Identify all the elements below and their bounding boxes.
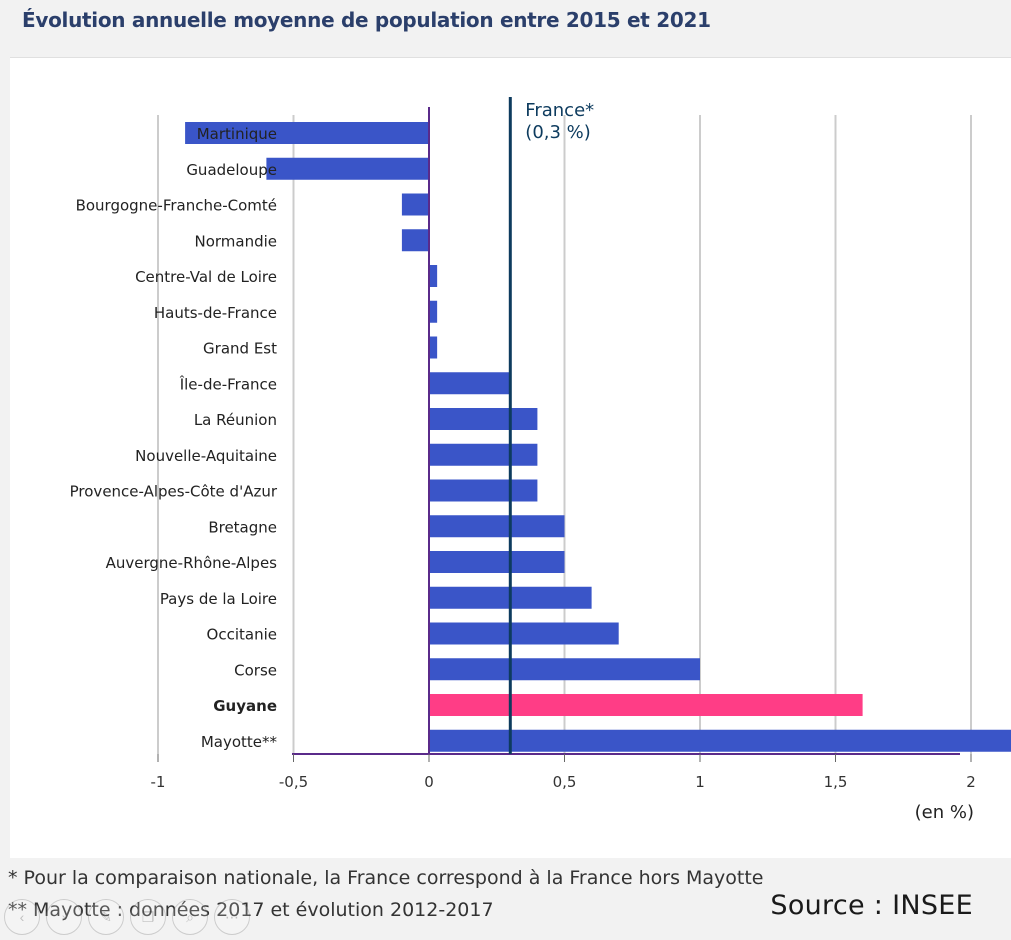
bar (429, 372, 511, 395)
copy-icon[interactable]: ❐ (130, 899, 166, 935)
next-icon[interactable]: › (46, 899, 82, 935)
slide-toolbar: ‹ › ✎ ❐ ⌕ ⋯ (4, 899, 250, 935)
x-tick-label: 1 (695, 773, 705, 791)
bar (429, 729, 1011, 752)
category-label: Île-de-France (179, 374, 277, 393)
x-tick-label: 2 (966, 773, 976, 791)
prev-icon[interactable]: ‹ (4, 899, 40, 935)
category-label: Guyane (213, 697, 277, 715)
x-tick-label: -0,5 (279, 773, 308, 791)
bar (429, 336, 438, 359)
category-label: Bourgogne-Franche-Comté (76, 197, 277, 215)
category-label: Martinique (197, 125, 277, 143)
bar (401, 229, 429, 252)
category-label: Bretagne (208, 518, 277, 536)
x-tick-label: 0,5 (553, 773, 577, 791)
x-axis-label: (en %) (915, 802, 974, 823)
bar (266, 157, 429, 180)
x-tick-label: 0 (424, 773, 434, 791)
category-label: Corse (234, 661, 277, 679)
bar (429, 443, 538, 466)
reference-value: (0,3 %) (525, 122, 591, 143)
bar (185, 122, 429, 144)
category-label: Guadeloupe (186, 161, 277, 179)
bar (401, 193, 429, 216)
category-label: Normandie (194, 232, 277, 250)
category-label: La Réunion (194, 411, 277, 429)
chart-title: Évolution annuelle moyenne de population… (22, 8, 711, 32)
pen-icon[interactable]: ✎ (88, 899, 124, 935)
reference-label: France* (525, 100, 594, 121)
bar (429, 694, 863, 716)
bar (429, 479, 538, 502)
footnote-france: * Pour la comparaison nationale, la Fran… (8, 867, 764, 889)
category-label: Centre-Val de Loire (135, 268, 277, 286)
category-label: Pays de la Loire (160, 590, 277, 608)
category-label: Hauts-de-France (154, 304, 277, 322)
bar (429, 515, 565, 538)
bar (429, 551, 565, 573)
bar (429, 408, 538, 430)
source-label: Source : INSEE (770, 890, 973, 921)
bar (429, 265, 438, 287)
bar (429, 658, 700, 681)
category-label: Auvergne-Rhône-Alpes (106, 554, 278, 572)
more-icon[interactable]: ⋯ (214, 899, 250, 935)
footnote-mayotte: ** Mayotte : données 2017 et évolution 2… (8, 899, 494, 921)
category-label: Occitanie (207, 626, 277, 644)
category-label: Nouvelle-Aquitaine (135, 447, 277, 465)
category-label: Grand Est (203, 340, 277, 358)
bar-chart: Martinique Guadeloupe Bourgogne-Franche-Co… (70, 97, 1011, 823)
category-label: Mayotte** (201, 733, 278, 751)
bar (429, 300, 438, 323)
x-tick-label: 1,5 (824, 773, 848, 791)
zoom-icon[interactable]: ⌕ (172, 899, 208, 935)
category-label: Provence-Alpes-Côte d'Azur (70, 483, 278, 501)
x-tick-label: -1 (151, 773, 166, 791)
bar (429, 622, 619, 645)
